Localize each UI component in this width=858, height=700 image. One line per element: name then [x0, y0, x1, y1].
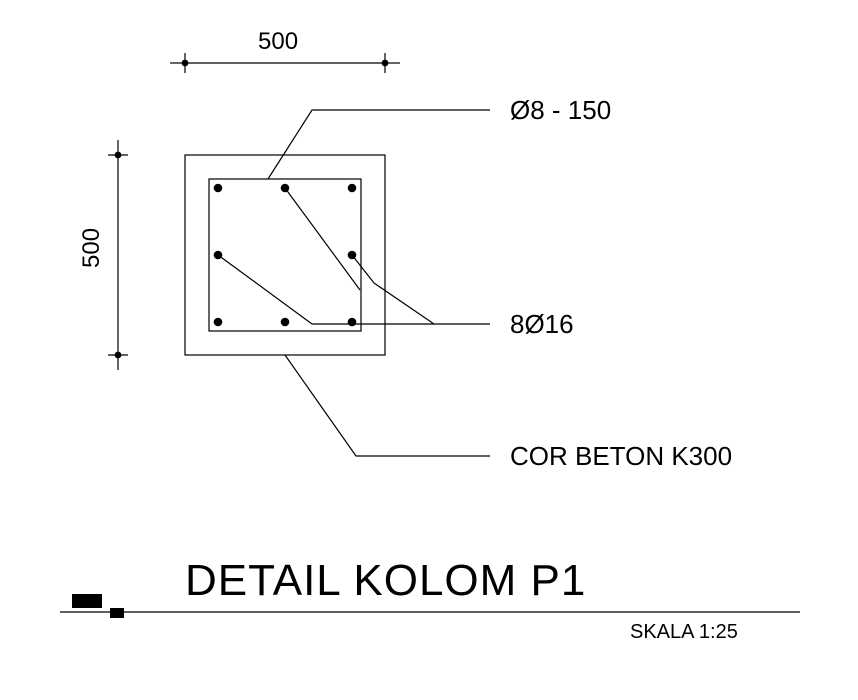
- dim-height: 500: [78, 228, 106, 268]
- callout-concrete: COR BETON K300: [510, 441, 732, 472]
- drawing-scale: SKALA 1:25: [630, 621, 738, 644]
- callout-stirrup: Ø8 - 150: [510, 95, 611, 126]
- drawing-title: DETAIL KOLOM P1: [185, 556, 586, 606]
- callout-rebar: 8Ø16: [510, 309, 574, 340]
- dim-width: 500: [258, 28, 298, 56]
